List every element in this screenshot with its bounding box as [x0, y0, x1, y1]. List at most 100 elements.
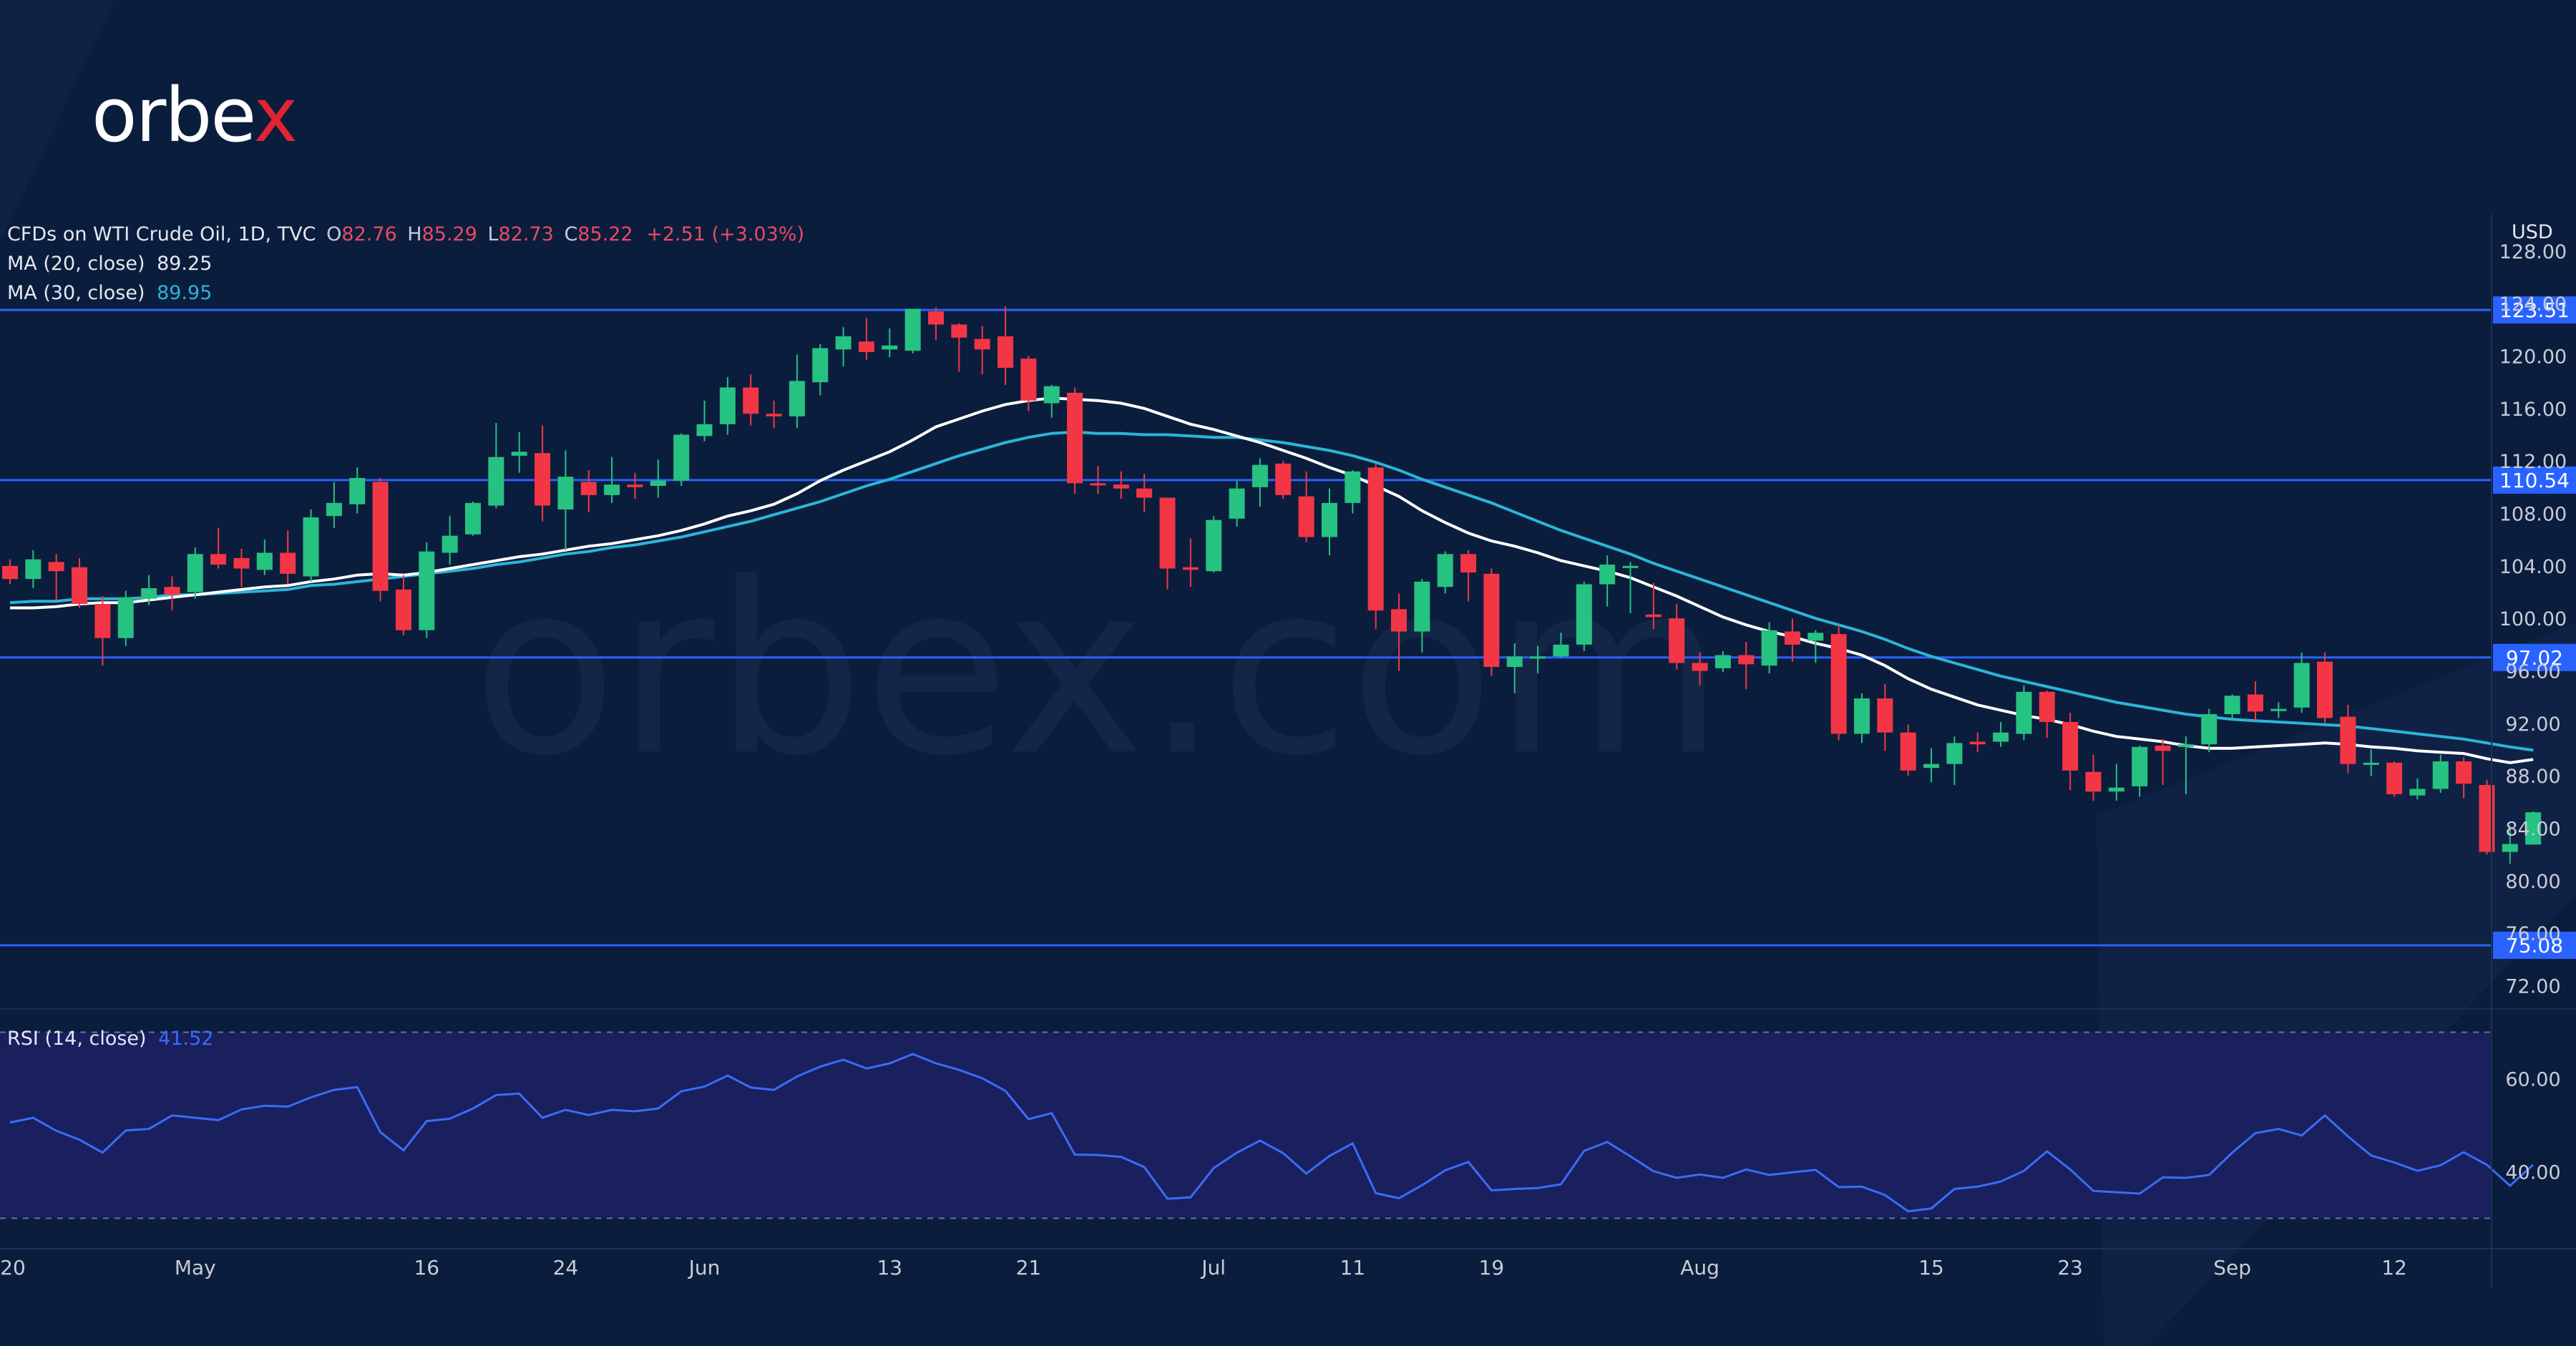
candle — [2155, 738, 2171, 785]
candle — [2293, 652, 2310, 713]
candle — [441, 516, 458, 565]
candle — [1113, 471, 1129, 499]
candle — [1622, 562, 1639, 613]
candle — [2085, 754, 2102, 801]
candle-body — [419, 551, 435, 630]
candle-body — [974, 338, 990, 350]
candle-body — [673, 434, 690, 481]
candle — [2409, 778, 2426, 800]
candle — [164, 576, 180, 611]
candle — [2456, 757, 2472, 799]
candle-body — [1020, 359, 1037, 401]
candle-body — [1275, 463, 1292, 495]
close-value: 85.22 — [577, 223, 633, 245]
time-tick-label: 21 — [1016, 1256, 1042, 1279]
candle-body — [465, 502, 481, 535]
candle-body — [1969, 741, 1986, 745]
candle-body — [141, 588, 157, 599]
logo-x: x — [253, 72, 298, 159]
candle-body — [627, 484, 643, 487]
symbol-name: CFDs on WTI Crude Oil, 1D, TVC — [7, 223, 316, 245]
candle-body — [951, 324, 967, 338]
time-tick-label: Sep — [2213, 1256, 2251, 1279]
candle — [372, 478, 389, 602]
candle-body — [303, 517, 319, 577]
candle-body — [1298, 496, 1314, 537]
candle-body — [580, 482, 597, 495]
rsi-line — [9, 1053, 2534, 1213]
candle-body — [1437, 554, 1453, 587]
level-label: 97.02 — [2506, 646, 2563, 670]
candle-body — [1182, 567, 1199, 570]
candle-body — [1321, 502, 1337, 537]
candle — [2177, 736, 2194, 794]
candle — [974, 326, 990, 375]
candle — [2432, 754, 2449, 793]
candle-body — [696, 424, 713, 437]
decor-shape — [0, 0, 114, 243]
price-tick-label: 84.00 — [2505, 819, 2560, 841]
candle — [1553, 633, 1569, 658]
candle-body — [789, 381, 805, 416]
candle-body — [2155, 746, 2171, 751]
candle — [1830, 625, 1847, 741]
time-tick-label: 12 — [2381, 1256, 2407, 1279]
level-label-box — [2493, 643, 2576, 671]
candle-body — [1553, 644, 1569, 657]
price-tick-label: 124.00 — [2499, 293, 2567, 316]
candle — [1807, 630, 1824, 663]
candle-body — [2502, 844, 2518, 852]
candle-body — [2340, 716, 2356, 764]
candle-body — [1738, 655, 1755, 665]
candle-body — [349, 478, 366, 504]
rsi-band-fill — [0, 1032, 2492, 1219]
candle — [557, 450, 574, 550]
candle-body — [2409, 789, 2426, 796]
candle — [743, 374, 759, 426]
rsi-legend: RSI (14, close) 41.52 — [7, 1028, 213, 1050]
candle-body — [1367, 467, 1384, 611]
candle-body — [835, 336, 852, 350]
price-tick-label: 88.00 — [2505, 766, 2560, 788]
candle-body — [1206, 520, 1222, 572]
price-tick-label: 80.00 — [2505, 871, 2560, 893]
time-tick-label: Aug — [1680, 1256, 1719, 1279]
candle — [2247, 681, 2263, 721]
support-resistance-levels: 123.51 110.54 97.02 75.08 — [0, 296, 2576, 960]
time-tick-label: 19 — [1479, 1256, 1505, 1279]
candle — [835, 327, 852, 367]
candle — [812, 344, 829, 396]
time-tick-label: May — [175, 1256, 216, 1279]
candle — [511, 431, 527, 473]
candle-body — [2525, 812, 2542, 845]
candle-body — [1761, 630, 1777, 666]
candle-body — [187, 554, 203, 592]
candle — [280, 530, 296, 585]
time-tick-label: Jul — [1200, 1256, 1226, 1279]
candle-body — [1530, 656, 1546, 659]
rsi-tick-label: 40.00 — [2505, 1162, 2560, 1184]
candle-body — [1946, 743, 1963, 764]
decor-shape — [2097, 623, 2576, 1346]
candle — [1923, 748, 1940, 783]
candle-body — [1090, 483, 1106, 486]
candle — [951, 323, 967, 372]
time-tick-label: Jun — [688, 1256, 721, 1279]
candle-body — [2386, 762, 2403, 794]
level-label-box — [2493, 932, 2576, 960]
rsi-band — [0, 1008, 2576, 1219]
low-label: L — [487, 223, 499, 245]
candle — [25, 550, 42, 588]
time-tick-label: 20 — [0, 1256, 26, 1279]
open-value: 82.76 — [341, 223, 397, 245]
candle — [2386, 761, 2403, 797]
candle-body — [858, 341, 874, 352]
candle — [766, 400, 782, 429]
candle-body — [1483, 573, 1500, 667]
candle — [1692, 652, 1708, 686]
candle-body — [1807, 633, 1824, 641]
candle — [1345, 470, 1361, 514]
candle-body — [1923, 764, 1940, 769]
candle — [1506, 643, 1523, 693]
candle — [94, 596, 111, 666]
